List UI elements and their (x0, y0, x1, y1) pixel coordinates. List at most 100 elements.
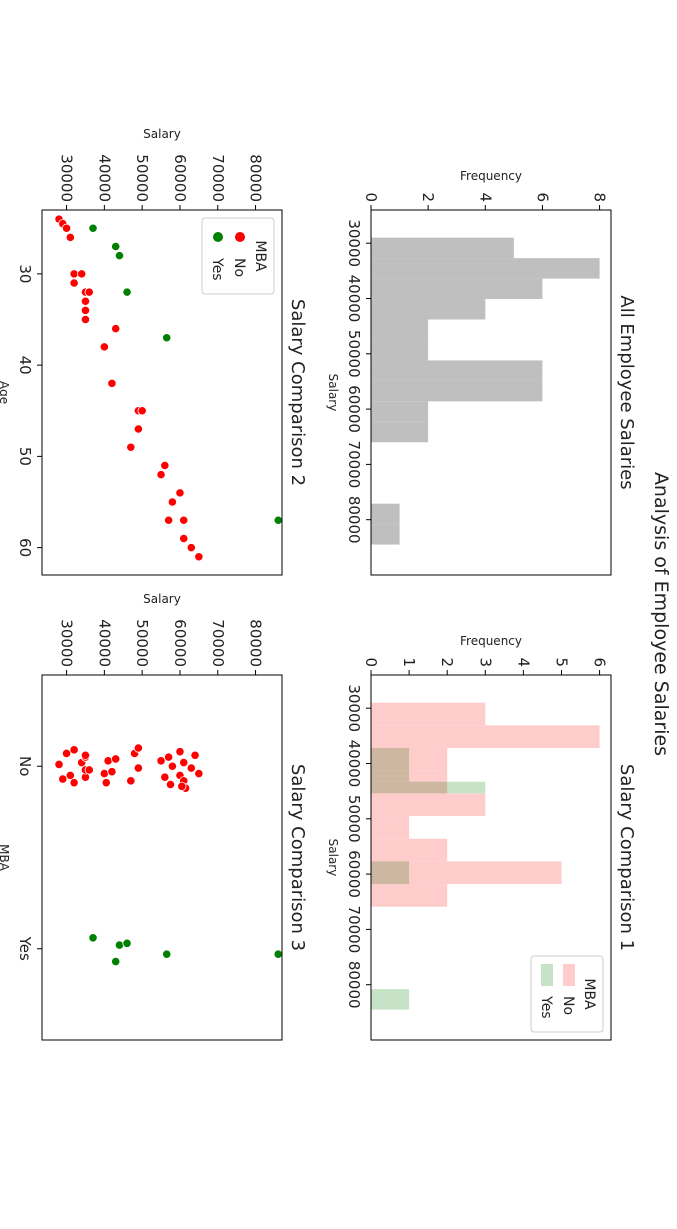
plot-frame (41, 674, 283, 1041)
data-point (190, 750, 200, 760)
series-No (54, 214, 204, 562)
data-point (162, 949, 172, 959)
series-Yes (88, 223, 283, 525)
y-tick-label: 3 (476, 657, 494, 667)
y-tick-label: 1 (400, 657, 418, 667)
data-point (80, 314, 91, 325)
overlap-bar (371, 748, 410, 771)
data-point (61, 748, 72, 759)
chart-all: 30000 40000 50000 60000 70000 80000 0 2 4 6 8 All E… (326, 169, 637, 576)
panel-title: Salary Comparison 1 (616, 764, 637, 951)
y-axis-label: Salary (143, 127, 181, 141)
chart-mba: 30000 40000 50000 60000 70000 80000 0 1 2 3 4 5 6 Sal… (326, 634, 637, 1041)
x-tick-label: 80000 (345, 496, 363, 544)
series-0-0 (370, 237, 600, 545)
data-point (61, 223, 72, 233)
chart-strip: No Yes 30000 40000 50000 60000 70000 80000 Salar… (0, 592, 308, 1041)
y-axis-label: Frequency (460, 634, 522, 648)
data-point (111, 241, 121, 252)
y-tick-label: 80000 (247, 619, 265, 667)
data-point (165, 779, 176, 790)
data-point (194, 552, 204, 562)
data-point (84, 765, 94, 775)
data-point (99, 768, 109, 779)
legend: MBA No Yes (201, 217, 275, 295)
histogram-bar (371, 884, 448, 907)
overlap-bar (371, 770, 410, 782)
histogram-bar (371, 524, 400, 545)
data-point (194, 768, 204, 779)
legend-label: Yes (209, 257, 225, 281)
x-axis-label: Salary (326, 839, 340, 877)
data-point (175, 747, 185, 757)
data-point (133, 763, 143, 773)
legend-title: MBA (581, 978, 597, 1010)
data-point (77, 269, 87, 279)
y-tick-label: 5 (552, 657, 570, 667)
data-point (164, 515, 174, 525)
legend-marker (235, 232, 245, 242)
overlap-bar (371, 861, 410, 885)
histogram-bar (371, 816, 410, 839)
y-tick-label: 4 (514, 657, 532, 667)
data-point (80, 296, 91, 306)
y-tick-label: 6 (591, 657, 609, 667)
x-tick-label: 50000 (345, 330, 363, 378)
data-point (167, 761, 177, 771)
data-point (58, 774, 68, 784)
series-Yes (88, 933, 283, 967)
y-tick-label: 50000 (133, 619, 151, 667)
chart-age: 30 40 50 60 30000 40000 50000 60000 70000 80000 Sa… (0, 127, 308, 576)
histogram-bar (371, 793, 486, 817)
x-axis-label: MBA (0, 844, 11, 872)
panel-title: Salary Comparison 3 (287, 764, 308, 951)
data-point (111, 956, 121, 967)
data-point (126, 776, 136, 786)
x-axis-label: Age (0, 381, 11, 404)
data-point (179, 515, 189, 525)
data-point (69, 745, 79, 755)
data-point (101, 778, 111, 788)
histogram-bar (371, 725, 600, 748)
y-tick-label: 30000 (58, 619, 76, 667)
data-point (167, 497, 177, 507)
histogram-bar (370, 421, 429, 443)
legend-label: No (231, 258, 247, 277)
x-tick-label: 80000 (345, 961, 363, 1009)
legend-swatch (541, 964, 553, 986)
x-tick-label: 40000 (345, 275, 363, 323)
data-point (122, 938, 132, 948)
data-point (69, 269, 79, 279)
y-tick-label: 80000 (247, 154, 265, 202)
y-tick-label: 2 (438, 657, 456, 667)
data-point (160, 460, 170, 471)
histogram-bar (371, 380, 543, 402)
data-point (179, 533, 189, 544)
data-point (111, 754, 121, 764)
y-axis-label: Frequency (460, 169, 522, 183)
figure-content: Analysis of Employee Salaries 30000 40000 5… (0, 127, 672, 1041)
series-No (54, 743, 204, 793)
y-tick-label: 40000 (95, 154, 113, 202)
data-point (69, 278, 79, 288)
panel-title: Salary Comparison 2 (287, 299, 308, 486)
y-tick-label: 30000 (58, 154, 76, 202)
y-tick-label: 2 (419, 192, 437, 202)
data-point (114, 940, 125, 950)
plot-area (42, 675, 282, 1040)
x-axis-label: Salary (326, 374, 340, 412)
data-point (114, 251, 125, 261)
x-tick-label: 50000 (345, 795, 363, 843)
data-point (84, 287, 94, 297)
legend-title: MBA (252, 240, 268, 272)
histogram-bar (370, 339, 429, 361)
x-tick-label: No (16, 756, 34, 776)
data-point (99, 342, 109, 352)
x-tick-label: 30000 (345, 684, 363, 732)
y-tick-label: 8 (591, 192, 609, 202)
data-point (107, 378, 117, 388)
data-point (273, 515, 283, 525)
plot-frame (370, 674, 612, 1041)
data-point (65, 770, 75, 780)
legend-label: Yes (538, 995, 554, 1019)
